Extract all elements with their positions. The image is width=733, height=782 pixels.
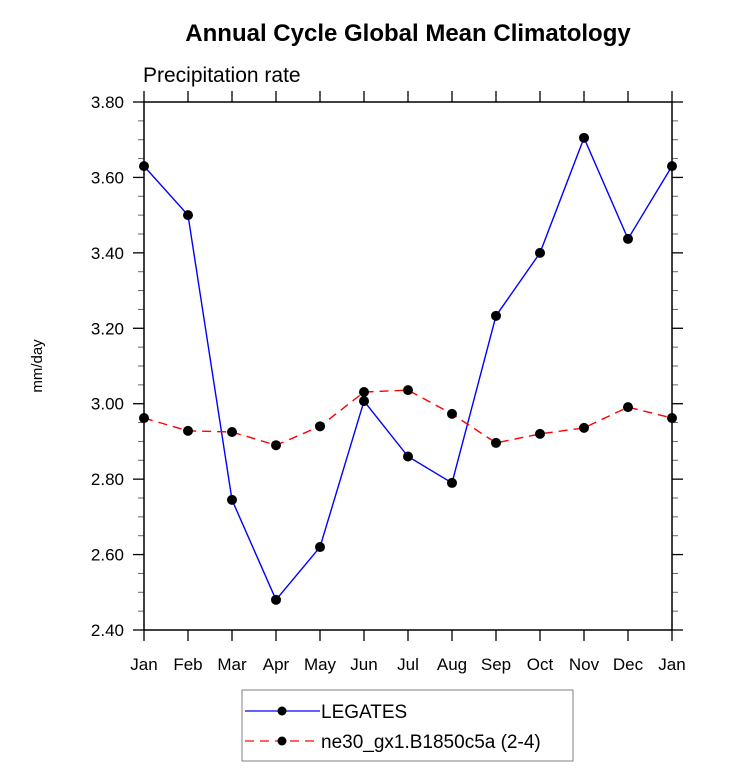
y-tick-label: 3.20 [91,319,124,338]
data-point-legates [491,310,501,321]
data-point-legates [447,477,457,488]
data-point-legates [667,161,677,172]
x-tick-label: Dec [613,655,644,674]
chart-subtitle: Precipitation rate [143,64,301,87]
data-point-model [623,402,633,413]
data-point-legates [623,233,633,244]
x-tick-label: Sep [481,655,511,674]
x-tick-label: Jan [130,655,157,674]
data-point-legates [403,451,413,462]
y-tick-label: 2.40 [91,621,124,640]
y-tick-label: 3.60 [91,168,124,187]
legend-item-legates: LEGATES [245,702,407,723]
data-point-model [183,425,193,436]
x-tick-label: Apr [263,655,290,674]
data-point-model [579,422,589,433]
x-tick-label: Mar [217,655,247,674]
data-point-model [227,427,237,437]
chart-title: Annual Cycle Global Mean Climatology [185,20,631,47]
legend-label-model: ne30_gx1.B1850c5a (2-4) [321,732,541,753]
data-point-model [447,408,457,419]
x-tick-label: May [304,655,337,674]
legend-marker-model [277,736,287,746]
x-tick-labels: Jan Feb Mar Apr May Jun Jul Aug Sep Oct Nov Dec Jan [130,655,685,674]
data-point-model [271,440,281,451]
x-tick-label: Aug [437,655,467,674]
data-point-legates [535,247,545,258]
legend-marker-legates [277,706,287,716]
data-point-model [359,387,369,398]
series-line-legates [143,135,673,602]
data-point-legates [227,494,237,505]
y-tick-label: 3.40 [91,244,124,263]
legend-label-legates: LEGATES [321,702,407,723]
data-point-model [535,428,545,439]
data-point-legates [359,396,369,407]
data-point-model [491,437,501,448]
data-point-model [315,421,325,432]
x-tick-label: Oct [527,655,554,674]
series-line-model [143,389,673,446]
x-tick-label: Jan [658,655,685,674]
data-point-legates [579,132,589,143]
major-ticks [133,91,683,641]
plot-frame [143,101,673,631]
data-point-legates [183,210,193,221]
data-point-model [139,413,149,424]
data-point-legates [271,594,281,605]
y-tick-label: 2.80 [91,470,124,489]
x-tick-label: Jul [397,655,419,674]
y-tick-labels: 2.40 2.60 2.80 3.00 3.20 3.40 3.60 3.80 [91,93,124,640]
data-point-legates [315,542,325,553]
y-axis-label: mm/day [29,339,46,393]
data-point-model [667,413,677,424]
series-layer [139,132,677,605]
x-tick-label: Feb [173,655,202,674]
legend-item-model: ne30_gx1.B1850c5a (2-4) [245,732,541,753]
data-point-legates [139,161,149,172]
x-tick-label: Nov [569,655,600,674]
legend: LEGATES ne30_gx1.B1850c5a (2-4) [241,689,574,762]
y-tick-label: 3.80 [91,93,124,112]
data-point-model [403,385,413,396]
y-tick-label: 3.00 [91,395,124,414]
minor-ticks [138,120,678,612]
x-tick-label: Jun [350,655,377,674]
y-tick-label: 2.60 [91,546,124,565]
legend-box [241,689,574,762]
